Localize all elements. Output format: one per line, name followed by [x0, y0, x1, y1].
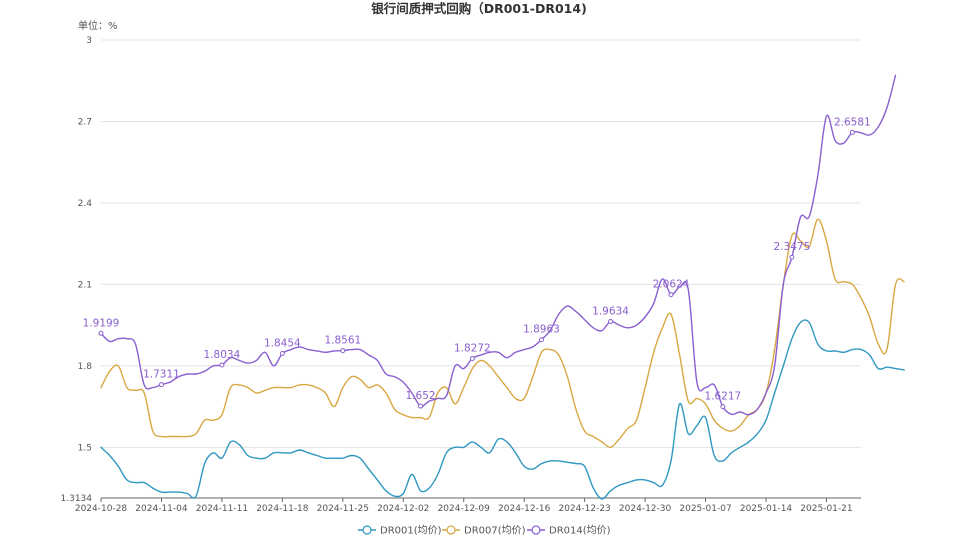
- series-line-2: [100, 74, 897, 416]
- data-label: 2.3475: [774, 241, 811, 253]
- y-tick-label: 2.7: [78, 117, 92, 127]
- x-tick-label: 2025-01-14: [740, 504, 793, 514]
- data-label: 1.652: [406, 390, 436, 402]
- y-axis-ticks: 3 2.7 2.4 2.1 1.8 1.5 1.3134: [61, 36, 93, 504]
- data-point-marker: [98, 330, 104, 336]
- legend[interactable]: DR001(均价) DR007(均价) DR014(均价): [358, 525, 611, 537]
- data-label: 2.0624: [653, 279, 690, 291]
- data-label: 1.8272: [454, 342, 491, 354]
- y-tick-label: 1.3134: [61, 494, 93, 504]
- data-label: 1.8034: [204, 349, 241, 361]
- data-label: 2.6581: [834, 116, 871, 128]
- x-tick-label: 2024-12-16: [498, 504, 551, 514]
- chart-title: 银行间质押式回购（DR001-DR014): [371, 1, 587, 16]
- x-tick-label: 2024-10-28: [75, 504, 128, 514]
- legend-label[interactable]: DR014(均价): [549, 525, 611, 537]
- data-point-marker: [668, 292, 674, 298]
- x-tick-label: 2024-11-04: [135, 504, 188, 514]
- x-tick-label: 2024-12-02: [377, 504, 429, 514]
- data-label: 1.7311: [143, 369, 180, 381]
- legend-marker: [362, 525, 372, 535]
- legend-label[interactable]: DR001(均价): [380, 525, 442, 537]
- data-labels: 1.9199 1.7311 1.8034 1.8454 1.8561 1.652 1.827…: [83, 116, 871, 410]
- y-tick-label: 2.1: [78, 280, 92, 290]
- data-label: 1.8454: [264, 338, 301, 350]
- legend-label[interactable]: DR007(均价): [464, 525, 526, 537]
- y-tick-label: 1.8: [78, 362, 93, 372]
- data-label: 1.8963: [523, 324, 560, 336]
- x-axis: 2024-10-28 2024-11-04 2024-11-11 2024-11-18…: [75, 497, 861, 514]
- legend-marker: [531, 525, 541, 535]
- x-tick-label: 2024-11-18: [256, 504, 309, 514]
- x-tick-label: 2024-12-09: [438, 504, 491, 514]
- unit-label: 单位：%: [78, 19, 118, 32]
- series-lines: [100, 74, 905, 500]
- series-line-0: [100, 319, 905, 500]
- data-point-marker: [720, 404, 726, 410]
- data-point-marker: [340, 348, 346, 354]
- data-point-marker: [158, 382, 164, 388]
- data-point-marker: [849, 129, 855, 135]
- x-tick-label: 2025-01-07: [679, 504, 731, 514]
- y-tick-label: 3: [86, 36, 92, 46]
- y-tick-label: 2.4: [78, 199, 93, 209]
- legend-marker: [446, 525, 456, 535]
- data-label: 1.6217: [704, 391, 741, 403]
- data-label: 1.9634: [592, 305, 629, 317]
- data-point-marker: [279, 351, 285, 357]
- gridlines: [101, 39, 861, 448]
- data-point-marker: [608, 318, 614, 324]
- x-tick-label: 2024-11-25: [317, 504, 369, 514]
- x-tick-label: 2025-01-21: [800, 504, 852, 514]
- x-tick-label: 2024-12-30: [619, 504, 672, 514]
- x-tick-label: 2024-11-11: [196, 504, 248, 514]
- data-point-marker: [219, 362, 225, 368]
- y-tick-label: 1.5: [78, 443, 92, 453]
- series-line-1: [100, 218, 905, 449]
- data-label: 1.8561: [324, 335, 361, 347]
- x-tick-label: 2024-12-23: [558, 504, 610, 514]
- data-point-marker: [418, 403, 424, 409]
- data-point-marker: [469, 355, 475, 361]
- data-point-marker: [538, 337, 544, 343]
- data-point-marker: [789, 254, 795, 260]
- data-label: 1.9199: [83, 317, 120, 329]
